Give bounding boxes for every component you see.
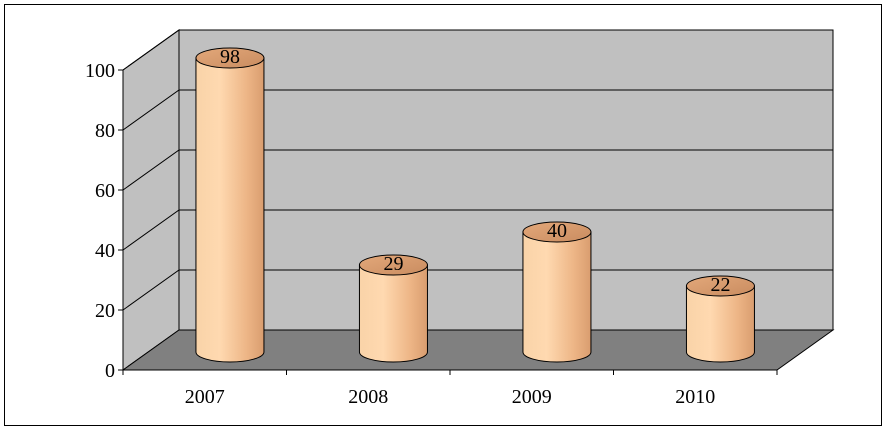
gridline: [122, 149, 833, 191]
bar-top: [685, 275, 755, 297]
bar-body: [195, 57, 265, 363]
chart-walls: [121, 29, 835, 371]
y-tick-label: 80: [95, 120, 115, 142]
category-label: 2009: [512, 386, 552, 408]
category-label: 2010: [675, 386, 715, 408]
y-tick-label: 0: [105, 360, 115, 382]
y-tick-label: 100: [85, 60, 115, 82]
data-label: 22: [710, 274, 730, 296]
side-wall: [122, 29, 180, 371]
bar-top: [522, 221, 592, 243]
gridline: [122, 269, 833, 311]
axes: [118, 69, 778, 375]
category-label: 2007: [185, 386, 225, 408]
bar: [195, 47, 265, 363]
chart-svg: 0 20 40 60 80 100 98 2007 29 2008 40 2009 22 2010: [85, 29, 835, 408]
bar: [522, 221, 592, 363]
data-label: 29: [383, 253, 403, 275]
data-label: 40: [547, 220, 567, 242]
bar-top: [195, 47, 265, 69]
data-label: 98: [220, 46, 240, 68]
bars: [195, 47, 755, 363]
gridlines: [122, 29, 833, 311]
bar-top: [358, 254, 428, 276]
bar-body: [685, 285, 755, 363]
y-tick-label: 40: [95, 240, 115, 262]
labels: 0 20 40 60 80 100 98 2007 29 2008 40 2009 22 2010: [85, 46, 730, 408]
y-tick-label: 20: [95, 300, 115, 322]
bar-body: [358, 264, 428, 363]
bar: [358, 254, 428, 363]
chart-frame: 0 20 40 60 80 100 98 2007 29 2008 40 2009 22 2010: [4, 4, 882, 426]
category-label: 2008: [348, 386, 388, 408]
bar: [685, 275, 755, 363]
gridline: [122, 29, 833, 71]
bar-body: [522, 231, 592, 363]
gridline: [122, 209, 833, 251]
gridline: [122, 89, 833, 131]
y-tick-label: 60: [95, 180, 115, 202]
